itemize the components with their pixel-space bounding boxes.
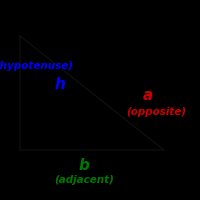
Text: b: b bbox=[79, 158, 89, 173]
Text: (hypotenuse): (hypotenuse) bbox=[0, 61, 73, 71]
Text: h: h bbox=[55, 77, 65, 92]
Text: (opposite): (opposite) bbox=[126, 107, 186, 117]
Text: (adjacent): (adjacent) bbox=[54, 175, 114, 185]
Text: a: a bbox=[143, 88, 153, 104]
